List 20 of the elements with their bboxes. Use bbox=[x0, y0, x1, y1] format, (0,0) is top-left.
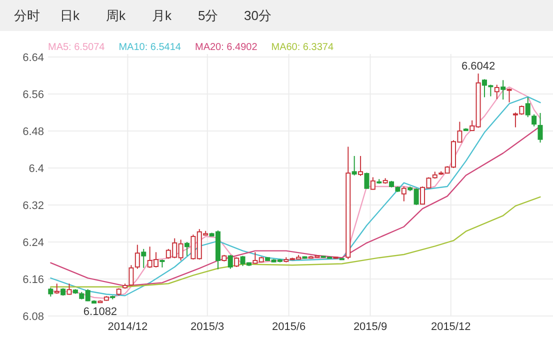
y-tick-label: 6.56 bbox=[22, 89, 44, 101]
y-tick-label: 6.48 bbox=[22, 126, 44, 138]
text: MA10: 6.5414 bbox=[118, 42, 182, 53]
x-tick-label: 2014/12 bbox=[108, 321, 148, 333]
tabs: 分时 日k 周k 月k 5分 30分 bbox=[0, 0, 553, 31]
x-tick-label: 2015/12 bbox=[430, 321, 471, 333]
x-tick-label: 2015/3 bbox=[190, 321, 224, 333]
annotation: 6.1082 bbox=[83, 306, 118, 318]
y-tick-label: 6.32 bbox=[22, 200, 44, 212]
annotation: 6.6042 bbox=[461, 60, 496, 73]
y-tick-label: 6.16 bbox=[22, 274, 44, 286]
text: MA5: 6.5074 bbox=[48, 42, 106, 53]
y-tick-label: 6.08 bbox=[22, 311, 44, 323]
y-tick-label: 6.64 bbox=[22, 52, 44, 64]
y-tick-label: 6.24 bbox=[22, 237, 44, 249]
text: MA60: 6.3374 bbox=[271, 42, 334, 53]
x-tick-label: 2015/6 bbox=[272, 321, 306, 333]
y-tick-label: 6.4 bbox=[28, 163, 44, 175]
x-tick-label: 2015/9 bbox=[353, 321, 388, 333]
text: MA20: 6.4902 bbox=[194, 42, 258, 53]
